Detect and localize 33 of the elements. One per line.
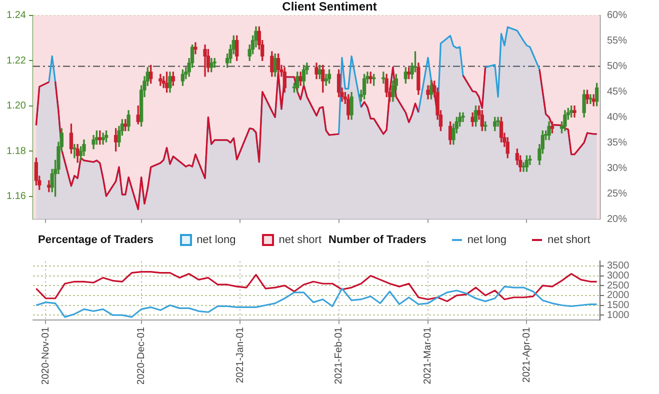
x-tick-label: 2021-Mar-01 [422,326,434,384]
y-tick-label: 1.18 [6,146,26,157]
y2-tick-label: 2000 [607,290,630,302]
y2-tick-label: 3500 [607,260,630,272]
y2-tick-label: 30% [607,162,628,174]
legend-label: net short [278,234,322,246]
y2-tick-label: 25% [607,188,628,200]
y2-tick-label: 3000 [607,270,630,282]
y2-tick-label: 60% [607,10,628,22]
y2-tick-label: 55% [607,36,628,47]
legend-title: Number of Traders [328,234,426,246]
y2-tick-label: 2500 [607,280,630,292]
x-tick-label: 2021-Feb-01 [334,326,345,384]
chart-title: Client Sentiment [282,0,377,14]
legend-label: net long [196,234,236,246]
y2-tick-label: 1500 [607,300,630,311]
y-tick-label: 1.24 [6,10,26,22]
legend-label: net long [467,234,506,246]
y2-tick-label: 35% [607,137,628,148]
x-tick-label: 2021-Apr-01 [521,326,532,383]
x-tick-label: 2021-Jan-01 [234,326,246,384]
y2-tick-label: 45% [607,86,628,98]
y-tick-label: 1.20 [6,100,26,112]
x-tick-label: 2020-Nov-01 [40,326,52,385]
y-tick-label: 1.22 [6,55,26,66]
x-tick-label: 2020-Dec-01 [136,326,148,385]
y2-tick-label: 1000 [607,310,630,321]
y2-tick-label: 20% [607,214,628,225]
y-tick-label: 1.16 [6,191,26,202]
legend-label: net short [547,234,590,246]
y2-tick-label: 50% [607,61,628,72]
y2-tick-label: 40% [607,112,628,123]
legend-title: Percentage of Traders [38,234,154,246]
